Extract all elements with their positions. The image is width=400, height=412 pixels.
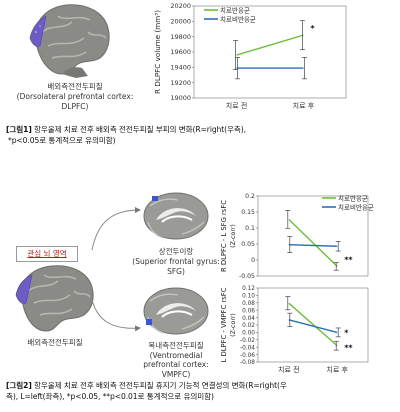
y-tick-label: 19600 bbox=[170, 48, 191, 56]
figure1-caption-prefix: [그림1] bbox=[6, 125, 32, 134]
y-tick-label: -0.02 bbox=[240, 338, 255, 344]
y-tick-label: 19200 bbox=[170, 79, 191, 87]
vmpfc-label-line: (Ventromedial bbox=[149, 350, 203, 360]
y-tick-label: 0.00 bbox=[242, 331, 255, 337]
y-tick-label: 0.1 bbox=[245, 225, 255, 232]
vmpfc-label-line: VMPFC) bbox=[161, 369, 191, 379]
vmpfc-label-line: 복내측전전두피질 bbox=[148, 341, 204, 350]
y-tick-label: -0.06 bbox=[240, 353, 255, 359]
y-tick-label: 0.06 bbox=[242, 308, 255, 314]
significance-marker: * bbox=[344, 328, 349, 337]
sfg-brain-image bbox=[143, 192, 209, 240]
y-tick-label: 19800 bbox=[170, 33, 191, 41]
y-tick-label: 0.08 bbox=[242, 301, 255, 307]
volume-chart: 19000 19200 19400 19600 19800 20000 20200 치료 전 치… bbox=[153, 2, 347, 110]
dlpfc-brain-image bbox=[29, 4, 110, 78]
connection-arrows bbox=[91, 207, 141, 332]
figure2-caption-text: 항우울제 치료 전후 배외측 전전두피질 휴지기 기능적 연결성의 변화(R=r… bbox=[31, 381, 287, 390]
y-tick-label: -0.08 bbox=[240, 360, 255, 366]
y-tick-label: 0.04 bbox=[242, 316, 255, 322]
dlpfc-label-line: 배외측전전두피질 bbox=[47, 82, 103, 91]
y-tick-label: 19000 bbox=[170, 94, 191, 102]
series-line-1 bbox=[288, 319, 338, 334]
figure1-caption-line1: [그림1] 항우울제 치료 전후 배외측 전전두피질 부피의 변화(R=righ… bbox=[6, 124, 398, 135]
x-tick-label: 치료 후 bbox=[293, 101, 315, 110]
dlpfc-brain-label: 배외측전전두피질 (Dorsolateral prefrontal cortex… bbox=[10, 82, 140, 112]
roi-brain-label: 배외측전전두피질 bbox=[27, 338, 83, 347]
sfg-brain-label: 상전두이랑 (Superior frontal gyrus: SFG) bbox=[130, 247, 222, 277]
x-tick-label: 치료 전 bbox=[278, 365, 300, 374]
legend-label: 치료반응군 bbox=[220, 5, 250, 14]
y-tick-label: -0.05 bbox=[239, 273, 255, 280]
arrow-to-sfg bbox=[91, 207, 141, 251]
figure2-caption-prefix: [그림2] bbox=[6, 381, 32, 390]
x-tick-label: 치료 전 bbox=[226, 101, 248, 110]
legend-label: 치료비반응군 bbox=[220, 14, 256, 23]
y-tick-label: -0.04 bbox=[240, 345, 255, 351]
y-axis-label: R DLPFC volume (mm³) bbox=[153, 10, 162, 94]
vmpfc-brain-label: 복내측전전두피질 (Ventromedial prefrontal cortex… bbox=[130, 341, 222, 379]
y-axis-label: L DLPFC - VMPFC rsFC bbox=[220, 287, 228, 362]
legend-label: 치료반응군 bbox=[338, 193, 368, 202]
dlpfc-label-line: DLPFC) bbox=[61, 102, 89, 111]
series-line-0 bbox=[236, 34, 304, 56]
vmpfc-connectivity-chart: -0.08-0.06 -0.04-0.020.00 0.020.04 0.060.08… bbox=[220, 286, 369, 374]
series-line-1 bbox=[288, 243, 338, 247]
y-tick-label: 0 bbox=[251, 257, 255, 264]
sfg-label-line: (Superior frontal gyrus: bbox=[132, 257, 220, 266]
figure2-caption: [그림2] 항우울제 치료 전후 배외측 전전두피질 휴지기 기능적 연결성의 … bbox=[6, 380, 398, 402]
y-tick-label: 0.10 bbox=[242, 294, 255, 300]
x-tick-label: 치료 후 bbox=[326, 365, 348, 374]
y-axis-label: R DLPFC - L SFG rsFC bbox=[220, 200, 228, 272]
y-axis-sublabel: (Z-corr) bbox=[230, 313, 237, 337]
y-tick-label: 0.2 bbox=[245, 193, 255, 200]
vmpfc-label-line: prefrontal cortex: bbox=[143, 360, 209, 369]
significance-marker: * bbox=[310, 24, 315, 33]
significance-marker: ** bbox=[344, 255, 353, 264]
roi-brain-image bbox=[15, 265, 94, 332]
sfg-connectivity-chart: -0.05 0 0.05 0.1 0.15 0.2 R DLPFC - L SFG rsFC… bbox=[220, 193, 374, 280]
y-tick-label: 20000 bbox=[170, 18, 191, 26]
y-tick-label: 0.02 bbox=[242, 323, 255, 329]
figure2-caption-line2: 측), L=left(좌측), *p<0.05, **p<0.01로 통계적으로… bbox=[6, 392, 214, 401]
figure2-caption-line1: [그림2] 항우울제 치료 전후 배외측 전전두피질 휴지기 기능적 연결성의 … bbox=[6, 380, 398, 391]
series-line-0 bbox=[288, 302, 338, 347]
y-tick-label: 0.05 bbox=[241, 241, 255, 248]
figure1-caption: [그림1] 항우울제 치료 전후 배외측 전전두피질 부피의 변화(R=righ… bbox=[6, 124, 398, 146]
legend-label: 치료비반응군 bbox=[338, 202, 374, 211]
arrow-to-vmpfc bbox=[91, 299, 141, 332]
plot-frame bbox=[257, 195, 369, 277]
series-line-0 bbox=[288, 218, 338, 267]
figure1-caption-line2: *p<0.05로 통계적으로 유의미함) bbox=[8, 136, 116, 145]
significance-marker: ** bbox=[344, 344, 353, 353]
y-tick-label: 0.15 bbox=[241, 209, 255, 216]
figure1-caption-text: 항우울제 치료 전후 배외측 전전두피질 부피의 변화(R=right(우측), bbox=[31, 125, 246, 134]
sfg-label-line: SFG) bbox=[167, 267, 185, 276]
y-tick-label: 19400 bbox=[170, 64, 191, 72]
y-tick-label: 20200 bbox=[170, 2, 191, 10]
roi-label-box: 관심 뇌 영역 bbox=[16, 246, 78, 262]
y-axis-sublabel: (Z-corr) bbox=[230, 224, 237, 248]
dlpfc-label-line: (Dorsolateral prefrontal cortex: bbox=[16, 92, 134, 101]
vmpfc-brain-image bbox=[143, 287, 209, 335]
sfg-label-line: 상전두이랑 bbox=[158, 247, 194, 256]
y-tick-label: 0.12 bbox=[242, 286, 255, 292]
